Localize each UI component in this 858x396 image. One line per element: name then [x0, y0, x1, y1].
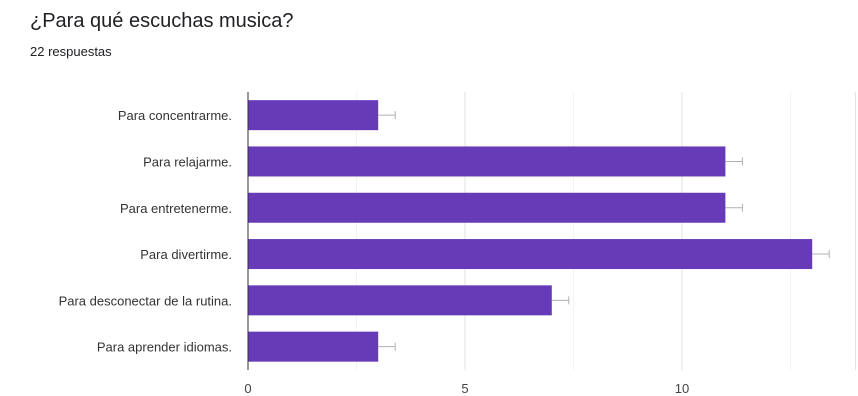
bar	[248, 239, 813, 270]
category-label: Para concentrarme.	[118, 108, 232, 123]
x-tick-label: 10	[675, 381, 689, 396]
category-label: Para entretenerme.	[120, 201, 232, 216]
x-tick-label: 5	[461, 381, 468, 396]
response-count: 22 respuestas	[30, 44, 112, 59]
category-label: Para aprender idiomas.	[97, 340, 232, 355]
bar	[248, 285, 552, 316]
category-label: Para relajarme.	[143, 154, 232, 169]
x-tick-label: 0	[244, 381, 251, 396]
category-label: Para divertirme.	[140, 247, 232, 262]
bar	[248, 100, 379, 131]
chart-title: ¿Para qué escuchas musica?	[30, 10, 294, 32]
bar	[248, 192, 726, 223]
bar	[248, 331, 379, 362]
bar	[248, 146, 726, 177]
category-label: Para desconectar de la rutina.	[59, 293, 232, 308]
